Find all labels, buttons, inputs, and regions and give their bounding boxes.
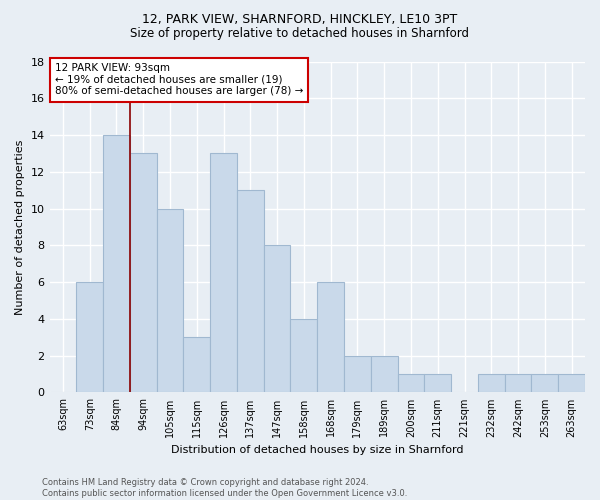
Bar [371, 356, 398, 393]
Text: 12, PARK VIEW, SHARNFORD, HINCKLEY, LE10 3PT: 12, PARK VIEW, SHARNFORD, HINCKLEY, LE10… [142, 12, 458, 26]
Bar [237, 190, 264, 392]
Bar [398, 374, 424, 392]
Bar [76, 282, 103, 393]
Bar [130, 154, 157, 392]
Bar [424, 374, 451, 392]
Text: Contains HM Land Registry data © Crown copyright and database right 2024.
Contai: Contains HM Land Registry data © Crown c… [42, 478, 407, 498]
Bar [558, 374, 585, 392]
Bar [317, 282, 344, 393]
X-axis label: Distribution of detached houses by size in Sharnford: Distribution of detached houses by size … [171, 445, 464, 455]
Bar [505, 374, 532, 392]
Bar [290, 319, 317, 392]
Bar [103, 135, 130, 392]
Y-axis label: Number of detached properties: Number of detached properties [15, 140, 25, 314]
Bar [264, 246, 290, 392]
Bar [532, 374, 558, 392]
Bar [478, 374, 505, 392]
Bar [157, 208, 184, 392]
Bar [210, 154, 237, 392]
Text: Size of property relative to detached houses in Sharnford: Size of property relative to detached ho… [131, 28, 470, 40]
Text: 12 PARK VIEW: 93sqm
← 19% of detached houses are smaller (19)
80% of semi-detach: 12 PARK VIEW: 93sqm ← 19% of detached ho… [55, 63, 303, 96]
Bar [344, 356, 371, 393]
Bar [184, 338, 210, 392]
